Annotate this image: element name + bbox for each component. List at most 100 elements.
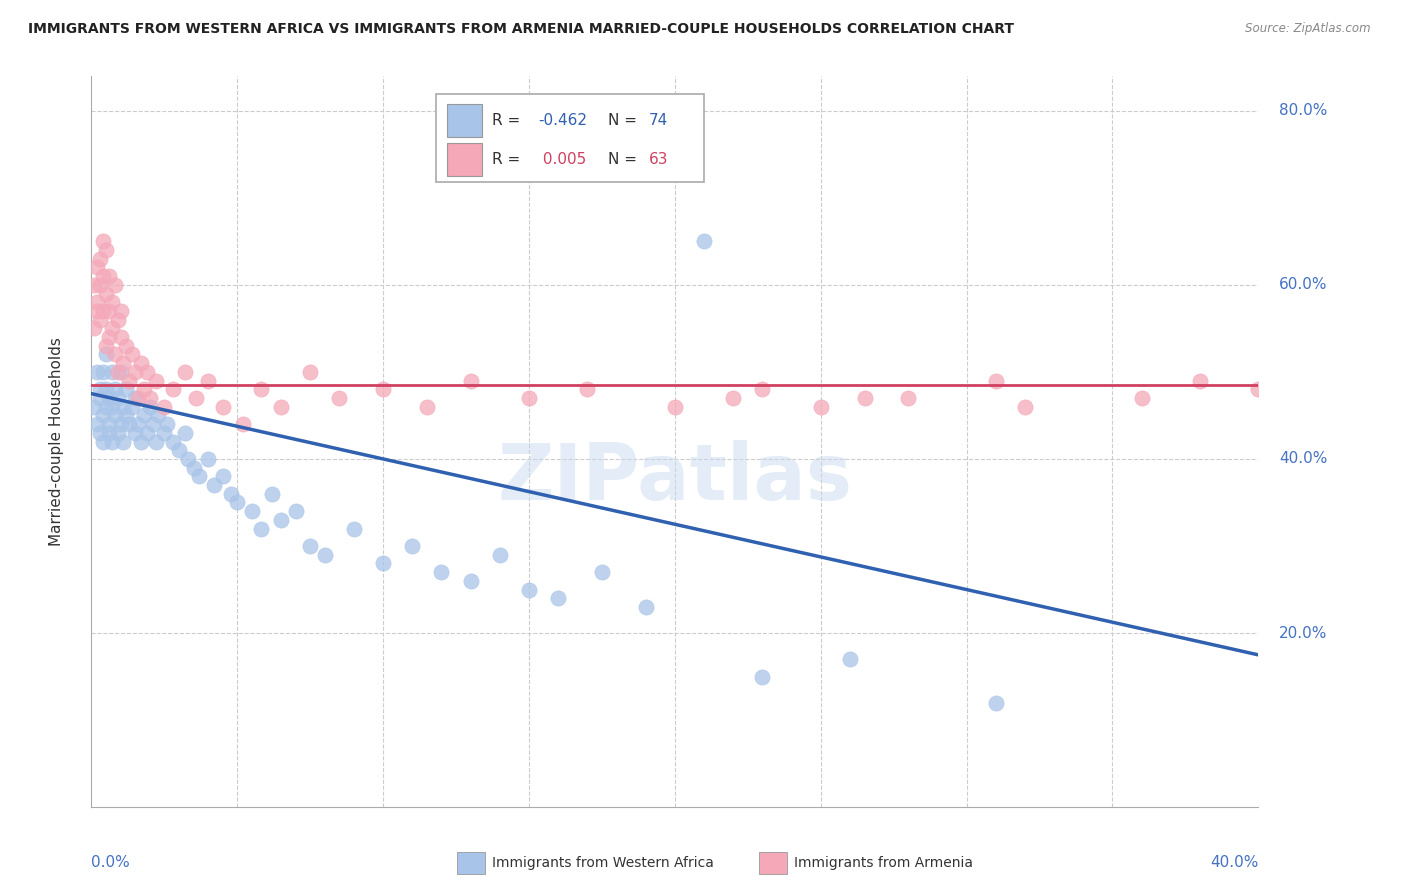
Point — [416, 400, 439, 414]
Point — [132, 409, 155, 423]
Point — [107, 425, 129, 440]
Point — [104, 409, 127, 423]
Point — [94, 286, 117, 301]
Point — [86, 260, 108, 275]
Point — [86, 304, 108, 318]
Text: 20.0%: 20.0% — [1279, 625, 1327, 640]
Point — [104, 382, 127, 396]
Point — [127, 417, 149, 431]
Point — [148, 409, 170, 423]
Point — [173, 425, 195, 440]
Point — [94, 339, 117, 353]
Point — [460, 374, 482, 388]
Point — [89, 391, 111, 405]
Point — [751, 382, 773, 396]
Point — [173, 365, 195, 379]
Text: ZIPatlas: ZIPatlas — [498, 440, 852, 516]
Point — [142, 417, 165, 431]
Point — [83, 400, 105, 414]
Point — [576, 382, 599, 396]
Point — [129, 434, 152, 449]
Point — [135, 365, 157, 379]
Point — [221, 487, 243, 501]
Point — [83, 277, 105, 292]
Point — [249, 382, 271, 396]
Point — [167, 443, 190, 458]
Point — [89, 382, 111, 396]
Point — [118, 417, 141, 431]
FancyBboxPatch shape — [447, 104, 482, 136]
Point — [91, 434, 114, 449]
Point — [115, 409, 138, 423]
Text: 74: 74 — [650, 113, 668, 128]
Point — [984, 696, 1007, 710]
Point — [202, 478, 225, 492]
Text: 0.005: 0.005 — [538, 153, 586, 168]
Text: Immigrants from Armenia: Immigrants from Armenia — [794, 856, 973, 870]
Point — [86, 417, 108, 431]
Text: N =: N = — [609, 113, 643, 128]
Point — [94, 347, 117, 361]
Point — [104, 277, 127, 292]
Point — [211, 469, 233, 483]
Point — [91, 365, 114, 379]
Point — [83, 321, 105, 335]
Point — [110, 365, 132, 379]
Point — [124, 425, 146, 440]
Text: R =: R = — [492, 153, 524, 168]
Point — [107, 365, 129, 379]
Point — [115, 339, 138, 353]
Point — [97, 304, 120, 318]
Point — [1130, 391, 1153, 405]
Point — [101, 434, 124, 449]
Point — [240, 504, 263, 518]
Text: Married-couple Households: Married-couple Households — [49, 337, 63, 546]
Point — [547, 591, 569, 606]
Point — [371, 382, 394, 396]
Point — [86, 295, 108, 310]
Point — [94, 382, 117, 396]
Point — [183, 460, 205, 475]
Text: 40.0%: 40.0% — [1279, 451, 1327, 467]
Point — [127, 391, 149, 405]
Point — [112, 434, 135, 449]
Point — [101, 295, 124, 310]
Point — [249, 522, 271, 536]
Point — [853, 391, 876, 405]
Point — [270, 400, 292, 414]
Text: IMMIGRANTS FROM WESTERN AFRICA VS IMMIGRANTS FROM ARMENIA MARRIED-COUPLE HOUSEHO: IMMIGRANTS FROM WESTERN AFRICA VS IMMIGR… — [28, 22, 1014, 37]
Point — [343, 522, 366, 536]
Point — [135, 425, 157, 440]
Point — [89, 312, 111, 326]
Point — [460, 574, 482, 588]
Point — [197, 374, 219, 388]
Point — [162, 434, 184, 449]
Point — [97, 330, 120, 344]
Point — [121, 400, 143, 414]
Point — [401, 539, 423, 553]
Point — [97, 425, 120, 440]
Point — [101, 400, 124, 414]
FancyBboxPatch shape — [447, 144, 482, 177]
Point — [124, 365, 146, 379]
Point — [91, 234, 114, 248]
Point — [124, 391, 146, 405]
Point — [197, 452, 219, 467]
Point — [121, 347, 143, 361]
Point — [112, 400, 135, 414]
Point — [107, 391, 129, 405]
Point — [299, 539, 322, 553]
Point — [188, 469, 211, 483]
Point — [517, 582, 540, 597]
Point — [984, 374, 1007, 388]
Point — [156, 417, 179, 431]
Point — [1247, 382, 1270, 396]
Text: R =: R = — [492, 113, 524, 128]
FancyBboxPatch shape — [436, 95, 704, 182]
Point — [145, 434, 167, 449]
Point — [810, 400, 832, 414]
Point — [97, 391, 120, 405]
Point — [591, 565, 613, 579]
Point — [91, 409, 114, 423]
Point — [751, 670, 773, 684]
